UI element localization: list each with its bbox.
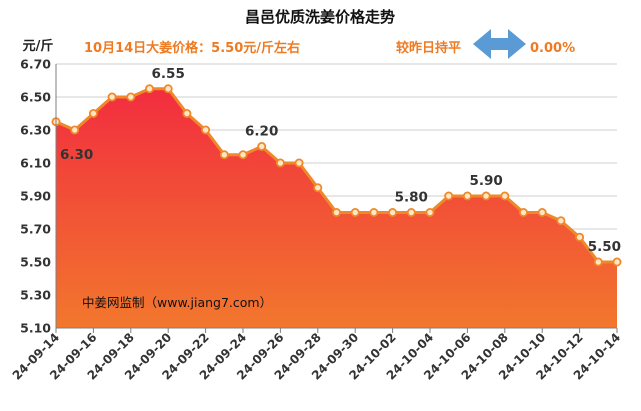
double-arrow-icon [473, 29, 526, 59]
data-point [481, 191, 491, 201]
y-tick-label: 5.30 [20, 288, 51, 303]
data-label: 6.55 [152, 66, 185, 82]
data-point [313, 183, 323, 193]
data-point [126, 92, 136, 102]
data-point [556, 216, 566, 226]
data-point [201, 125, 211, 135]
data-point [182, 109, 192, 119]
source-credit: 中姜网监制（www.jiang7.com） [82, 295, 272, 310]
data-point [406, 207, 416, 217]
data-label: 5.90 [469, 173, 502, 189]
chart-title: 昌邑优质洗姜价格走势 [245, 8, 395, 26]
change-value: 0.00% [530, 41, 575, 56]
data-label: 5.50 [588, 239, 621, 255]
data-point [388, 207, 398, 217]
data-point [275, 158, 285, 168]
y-tick-label: 5.10 [20, 321, 51, 336]
data-point [331, 207, 341, 217]
y-tick-label: 5.50 [20, 255, 51, 270]
data-point [537, 207, 547, 217]
data-point [575, 232, 585, 242]
data-point [350, 207, 360, 217]
y-tick-label: 6.30 [20, 123, 51, 138]
data-point [70, 125, 80, 135]
data-point [593, 257, 603, 267]
y-tick-label: 6.50 [20, 90, 51, 105]
x-axis-ticks: 24-09-1424-09-1624-09-1824-09-2024-09-22… [10, 328, 623, 383]
price-note: 10月14日大姜价格：5.50元/斤左右 [84, 40, 300, 56]
data-point [219, 150, 229, 160]
y-axis-ticks: 5.10 5.30 5.50 5.70 5.90 6.10 6.30 6.50 6.70 [20, 57, 51, 336]
change-label: 较昨日持平 [396, 40, 461, 56]
data-point [144, 84, 154, 94]
data-point [369, 207, 379, 217]
axes [55, 64, 617, 329]
data-point [238, 150, 248, 160]
area-fill [56, 88, 617, 328]
y-tick-label: 6.70 [20, 57, 51, 72]
data-point [444, 191, 454, 201]
data-label: 5.80 [395, 190, 428, 206]
data-point [163, 84, 173, 94]
data-point [500, 191, 510, 201]
y-axis-unit: 元/斤 [23, 38, 54, 54]
data-point [462, 191, 472, 201]
data-point [519, 207, 529, 217]
y-tick-label: 6.10 [20, 156, 51, 171]
data-point [107, 92, 117, 102]
data-point [257, 141, 267, 151]
data-label: 6.30 [60, 147, 93, 163]
data-label: 6.20 [245, 124, 278, 140]
y-tick-label: 5.70 [20, 222, 51, 237]
data-point [294, 158, 304, 168]
data-point [612, 257, 622, 267]
data-point [425, 207, 435, 217]
y-tick-label: 5.90 [20, 189, 51, 204]
data-point [88, 109, 98, 119]
data-labels: 6.30 6.55 6.20 5.80 5.90 5.50 [60, 66, 621, 255]
